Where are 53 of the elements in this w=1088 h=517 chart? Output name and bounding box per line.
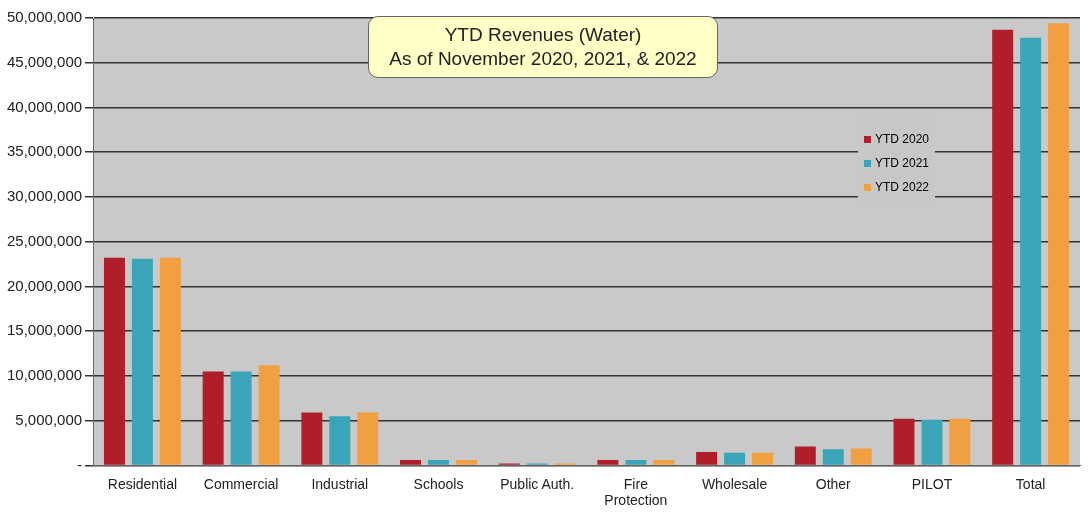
y-tick-label: 20,000,000 bbox=[7, 276, 83, 294]
legend-label: YTD 2021 bbox=[875, 156, 930, 170]
bar bbox=[301, 412, 323, 465]
bar bbox=[653, 460, 675, 465]
y-tick-label: 30,000,000 bbox=[7, 187, 83, 205]
bar bbox=[103, 257, 125, 465]
y-tick-label: 40,000,000 bbox=[7, 97, 83, 115]
bar bbox=[949, 418, 971, 465]
y-tick-label: - bbox=[77, 455, 83, 473]
x-tick-label: Residential bbox=[107, 475, 178, 492]
legend-label: YTD 2022 bbox=[875, 180, 930, 194]
text: As of November 2020, 2021, & 2022 bbox=[388, 47, 698, 71]
x-tick-label: Schools bbox=[413, 475, 464, 492]
bar bbox=[1020, 37, 1042, 465]
y-tick-label: 10,000,000 bbox=[7, 366, 83, 384]
x-tick-label: PILOT bbox=[911, 475, 953, 492]
y-tick-label: 45,000,000 bbox=[7, 52, 83, 70]
bar bbox=[794, 446, 816, 465]
y-tick-label: 5,000,000 bbox=[15, 410, 83, 428]
x-tick-label: Public Auth. bbox=[500, 475, 575, 492]
x-tick-label: Other bbox=[815, 475, 852, 492]
bar bbox=[625, 460, 647, 465]
bar bbox=[597, 460, 619, 465]
bar bbox=[329, 416, 351, 465]
legend-label: YTD 2020 bbox=[875, 132, 930, 146]
bar bbox=[850, 448, 872, 465]
bar bbox=[724, 452, 746, 465]
y-tick-label: 15,000,000 bbox=[7, 321, 83, 339]
bar bbox=[893, 418, 915, 465]
bar bbox=[696, 451, 718, 465]
y-tick-label: 50,000,000 bbox=[7, 8, 83, 26]
bar bbox=[400, 460, 422, 465]
chart-title: YTD Revenues (Water) bbox=[443, 23, 643, 47]
bar bbox=[258, 365, 280, 465]
bar bbox=[428, 460, 449, 465]
bar bbox=[921, 419, 943, 465]
y-tick-label: 35,000,000 bbox=[7, 142, 83, 160]
bar bbox=[202, 371, 224, 465]
x-tick-label: Total bbox=[1015, 475, 1046, 492]
bar bbox=[1048, 23, 1070, 465]
bar bbox=[992, 29, 1014, 465]
x-tick-label: Commercial bbox=[203, 475, 279, 492]
bar bbox=[822, 449, 844, 465]
bar bbox=[131, 258, 153, 465]
y-tick-label: 25,000,000 bbox=[7, 231, 83, 249]
bar bbox=[159, 257, 181, 465]
bar bbox=[455, 460, 477, 465]
bar bbox=[230, 371, 252, 465]
x-tick-label: Industrial bbox=[311, 475, 369, 492]
x-tick-label: Fire Protection bbox=[604, 475, 668, 509]
bar bbox=[357, 412, 379, 465]
bar bbox=[752, 452, 774, 465]
x-tick-label: Wholesale bbox=[701, 475, 768, 492]
